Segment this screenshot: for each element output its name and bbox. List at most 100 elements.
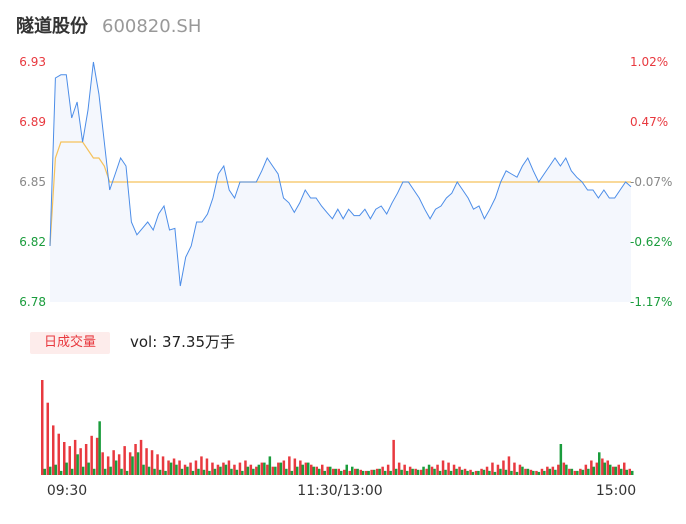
volume-bar-down xyxy=(345,464,348,475)
volume-bar-down xyxy=(312,466,315,475)
volume-bar-down xyxy=(136,452,140,475)
volume-bar-down xyxy=(334,468,337,475)
volume-bar-up xyxy=(584,464,588,475)
volume-bar-down xyxy=(180,468,184,475)
volume-bar-down xyxy=(405,470,409,475)
volume-bar-down xyxy=(559,444,563,475)
volume-bar-down xyxy=(532,470,535,475)
volume-bar-down xyxy=(120,468,123,475)
volume-bar-up xyxy=(332,468,335,475)
volume-bar-up xyxy=(568,468,571,475)
volume-bar-up xyxy=(447,462,450,475)
volume-bar-down xyxy=(296,466,299,475)
volume-bar-up xyxy=(343,469,346,475)
volume-bar-down xyxy=(98,421,101,475)
volume-bar-up xyxy=(288,456,291,475)
volume-bar-up xyxy=(606,460,609,475)
volume-bar-up xyxy=(271,466,275,475)
volume-bar-down xyxy=(543,470,546,475)
volume-bar-down xyxy=(598,452,601,475)
volume-bar-up xyxy=(167,460,170,475)
y-tick-left: 6.78 xyxy=(19,295,46,309)
price-line xyxy=(49,61,632,287)
volume-bar-down xyxy=(455,468,458,475)
volume-prefix: vol: xyxy=(130,333,163,351)
volume-bar-up xyxy=(507,456,511,475)
volume-bar-down xyxy=(389,470,392,475)
volume-bar-up xyxy=(134,444,137,475)
volume-bar-up xyxy=(628,468,631,475)
volume-bar-down xyxy=(466,470,469,475)
volume-bar-up xyxy=(491,462,494,475)
volume-bar-up xyxy=(419,469,423,475)
volume-bar-down xyxy=(378,468,381,475)
volume-bar-up xyxy=(299,460,302,475)
volume-bar-up xyxy=(529,469,533,475)
volume-bar-down xyxy=(433,468,436,475)
volume-bar-up xyxy=(161,456,165,475)
volume-bar-up xyxy=(348,470,351,475)
volume-bar-up xyxy=(238,462,242,475)
volume-bar-up xyxy=(222,462,225,475)
volume-bar-up xyxy=(139,439,143,475)
volume-bar-down xyxy=(493,471,497,475)
volume-bar-down xyxy=(356,468,359,475)
volume-bar-down xyxy=(510,470,513,475)
volume-bar-up xyxy=(408,466,412,475)
volume-bar-down xyxy=(186,466,189,475)
volume-bar-down xyxy=(103,468,107,475)
intraday-price-chart: 6.93 6.89 6.85 6.82 6.78 1.02% 0.47% -0.07% -0.6… xyxy=(19,55,672,309)
volume-bar-up xyxy=(562,462,566,475)
volume-bar-up xyxy=(535,470,538,475)
volume-bar-up xyxy=(73,439,77,475)
volume-bar-down xyxy=(241,470,244,475)
volume-bar-down xyxy=(383,470,387,475)
x-tick-label: 15:00 xyxy=(596,483,636,499)
volume-bar-down xyxy=(565,464,568,475)
volume-bar-down xyxy=(372,469,376,475)
volume-bar-down xyxy=(114,460,118,475)
volume-bar-up xyxy=(337,468,340,475)
volume-bar-down xyxy=(631,470,634,475)
avg-price-line xyxy=(49,141,631,247)
volume-bar-down xyxy=(614,466,617,475)
volume-bar-up xyxy=(63,442,66,475)
volume-badge[interactable]: 日成交量 xyxy=(30,332,110,354)
volume-bar-up xyxy=(551,466,555,475)
stock-code: 600820.SH xyxy=(102,16,202,37)
volume-value: 37.35万手 xyxy=(162,333,235,351)
volume-bar-up xyxy=(601,458,604,475)
volume-bar-up xyxy=(249,464,253,475)
volume-bar-up xyxy=(518,464,522,475)
volume-bar-up xyxy=(46,402,49,475)
volume-bar-down xyxy=(164,470,167,475)
volume-bar-down xyxy=(191,470,195,475)
volume-bar-down xyxy=(109,466,112,475)
volume-bar-up xyxy=(57,433,60,475)
y-tick-left: 6.93 xyxy=(19,55,46,69)
volume-bar-down xyxy=(301,464,304,475)
volume-bar-down xyxy=(603,462,606,475)
volume-bar-up xyxy=(293,458,297,475)
volume-bar-up xyxy=(540,468,544,475)
volume-bar-down xyxy=(76,454,79,475)
volume-bar-up xyxy=(189,462,192,475)
volume-bar-down xyxy=(202,469,206,475)
volume-bar-up xyxy=(194,460,198,475)
volume-bar-down xyxy=(477,470,480,475)
volume-bar-down xyxy=(515,471,519,475)
volume-bar-down xyxy=(438,470,442,475)
y-tick-right: 0.47% xyxy=(630,115,668,129)
volume-bar-down xyxy=(49,466,52,475)
volume-bar-down xyxy=(554,469,557,475)
volume-bar-up xyxy=(458,466,461,475)
volume-bar-down xyxy=(131,456,134,475)
y-tick-left: 6.89 xyxy=(19,115,46,129)
volume-bar-up xyxy=(227,460,231,475)
volume-bar-up xyxy=(612,466,615,475)
volume-readout: vol: 37.35万手 xyxy=(130,331,235,352)
volume-bar-down xyxy=(576,470,579,475)
volume-bar-up xyxy=(183,464,187,475)
volume-bar-up xyxy=(354,468,357,475)
volume-bar-up xyxy=(95,437,99,475)
